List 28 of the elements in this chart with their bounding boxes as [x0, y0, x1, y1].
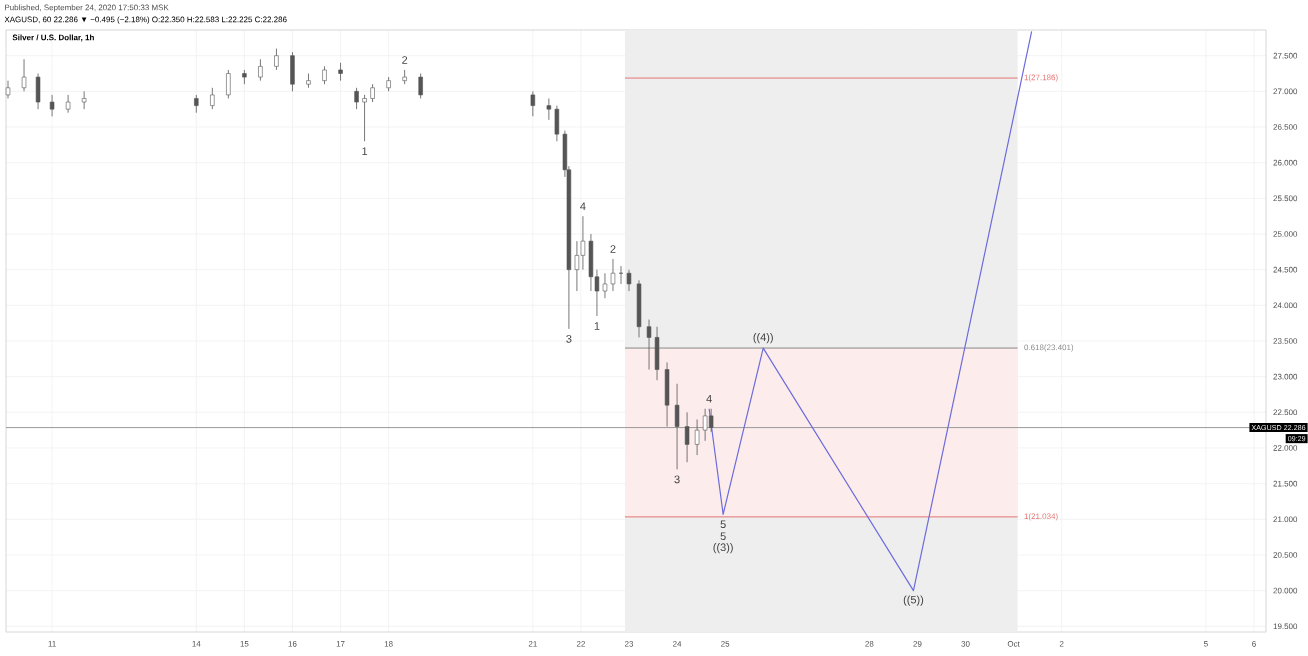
candlestick	[674, 383, 680, 470]
candlestick	[274, 48, 279, 71]
candlestick	[338, 62, 343, 82]
candlestick	[708, 408, 714, 433]
candlestick	[626, 269, 632, 292]
candlestick	[21, 58, 27, 92]
candlestick	[418, 73, 423, 99]
candlestick	[35, 73, 41, 110]
candlestick	[702, 408, 708, 442]
candlestick	[226, 69, 231, 99]
candlestick	[530, 90, 536, 117]
candlestick	[646, 319, 652, 370]
candlestick	[684, 411, 690, 463]
candlestick	[610, 258, 616, 292]
candlestick	[5, 80, 11, 99]
candlestick	[65, 94, 71, 114]
candlestick	[290, 51, 295, 92]
candlestick	[654, 326, 660, 381]
candlestick	[694, 419, 700, 456]
candlestick	[81, 90, 87, 110]
candlestick	[664, 361, 670, 427]
candlestick	[362, 94, 367, 142]
candlestick	[602, 272, 608, 299]
candlestick	[258, 58, 263, 82]
candlestick	[636, 279, 642, 338]
candlestick	[354, 87, 359, 110]
candlestick	[49, 94, 55, 117]
candlestick	[210, 87, 215, 110]
